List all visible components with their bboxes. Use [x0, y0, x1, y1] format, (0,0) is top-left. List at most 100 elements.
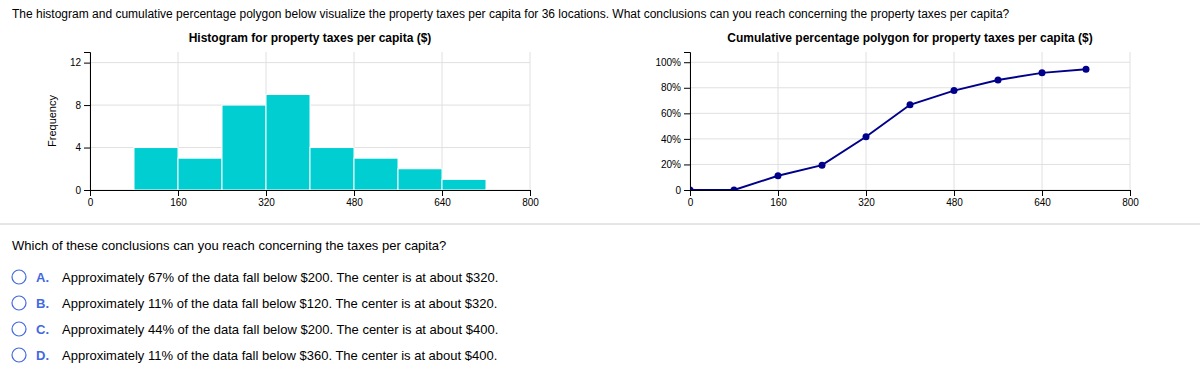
tick-label: 20% [661, 159, 681, 170]
tick-label: 320 [258, 197, 275, 208]
choice-letter: D. [36, 348, 49, 363]
y-axis: 0 4 8 12 [70, 53, 91, 196]
radio[interactable] [12, 296, 26, 310]
tick-label: 160 [170, 197, 187, 208]
choice[interactable]: A.Approximately 67% of the data fall bel… [12, 270, 498, 285]
axis-line [91, 191, 531, 197]
divider [0, 224, 1200, 225]
tick-mark [84, 63, 90, 64]
choice-text: Approximately 11% of the data fall below… [62, 348, 497, 363]
tick: 0 [688, 190, 694, 208]
tick: 0 [75, 185, 90, 196]
tick: 80% [661, 82, 690, 93]
grid-line [90, 62, 530, 63]
marker [951, 87, 958, 94]
tick: 0 [675, 185, 690, 196]
question: The histogram and cumulative percentage … [12, 7, 1010, 21]
radio[interactable] [12, 322, 26, 336]
tick-mark [354, 190, 355, 196]
tick-label: 80% [661, 82, 681, 93]
choice[interactable]: B. Approximately 11% of the data fall bel… [12, 296, 497, 311]
tick: 60% [661, 108, 690, 119]
marker [907, 101, 914, 108]
bar [442, 179, 486, 190]
x-axis: 0 160 320 480 640 800 [688, 190, 1140, 208]
chart: 0160320480640800020%40%60%80%100%Cumulat… [655, 31, 1139, 208]
marker [1083, 66, 1090, 73]
tick-mark [84, 148, 90, 149]
marker [863, 133, 870, 140]
tick: 12 [70, 57, 90, 68]
choice-text: Approximately 11% of the data fall below… [62, 296, 497, 311]
tick: 20% [661, 159, 690, 170]
radio[interactable] [12, 270, 26, 284]
choice-letter: A. [36, 270, 49, 285]
grid-line [530, 52, 531, 190]
bar [134, 148, 178, 190]
bar [354, 158, 398, 190]
tick-mark [954, 190, 955, 196]
tick-mark [84, 190, 90, 191]
tick-label: 0 [688, 197, 694, 208]
tick-mark [178, 190, 179, 196]
axis-line [84, 53, 91, 191]
tick: 640 [434, 190, 451, 208]
choice[interactable]: D. Approximately 11% of the data fall bel… [12, 348, 497, 363]
tick-label: 0 [88, 197, 94, 208]
tick: 4 [75, 142, 90, 153]
tick-mark [684, 190, 690, 191]
tick-mark [778, 190, 779, 196]
tick-label: 8 [75, 100, 81, 111]
marker [775, 172, 782, 179]
tick-mark [84, 105, 90, 106]
tick-mark [866, 190, 867, 196]
tick-label: 4 [75, 142, 81, 153]
tick-mark [684, 113, 690, 114]
tick: 320 [858, 190, 875, 208]
plot-area [690, 66, 1090, 190]
tick-label: 0 [675, 185, 681, 196]
tick-label: 800 [1122, 197, 1139, 208]
grid-line [690, 113, 1130, 114]
tick-label: 100% [655, 57, 681, 68]
line [690, 69, 1086, 190]
bar [310, 148, 354, 190]
tick-label: 160 [770, 197, 787, 208]
y-axis-title: Frequency [46, 95, 58, 147]
grid-line [690, 164, 1130, 165]
tick: 640 [1034, 190, 1051, 208]
tick: 160 [770, 190, 787, 208]
tick-label: 12 [70, 57, 82, 68]
radio[interactable] [12, 348, 26, 362]
tick-label: 480 [346, 197, 363, 208]
grid-line [866, 52, 867, 190]
tick-label: 320 [858, 197, 875, 208]
marker [731, 187, 738, 191]
grid [690, 52, 1130, 190]
tick: 320 [258, 190, 275, 208]
tick-label: 0 [75, 185, 81, 196]
tick-mark [684, 164, 690, 165]
tick-label: 640 [1034, 197, 1051, 208]
bar [222, 105, 266, 190]
axis-line [684, 53, 691, 191]
grid-line [690, 138, 1130, 139]
choice-letter: C. [36, 322, 49, 337]
grid-line [1130, 52, 1131, 190]
choice[interactable]: C.Approximately 44% of the data fall bel… [12, 322, 498, 337]
tick-label: 60% [661, 108, 681, 119]
tick: 480 [946, 190, 963, 208]
tick-mark [442, 190, 443, 196]
prompt: Which of these conclusions can you reach… [12, 238, 446, 253]
bar [398, 169, 442, 190]
tick: 160 [170, 190, 187, 208]
tick: 40% [661, 134, 690, 145]
marker [819, 162, 826, 169]
grid-line [954, 52, 955, 190]
choice-letter: B. [36, 296, 49, 311]
tick: 480 [346, 190, 363, 208]
grid [90, 52, 530, 190]
choices: A.Approximately 67% of the data fall bel… [12, 270, 498, 363]
grid-line [690, 87, 1130, 88]
bar [266, 94, 310, 190]
